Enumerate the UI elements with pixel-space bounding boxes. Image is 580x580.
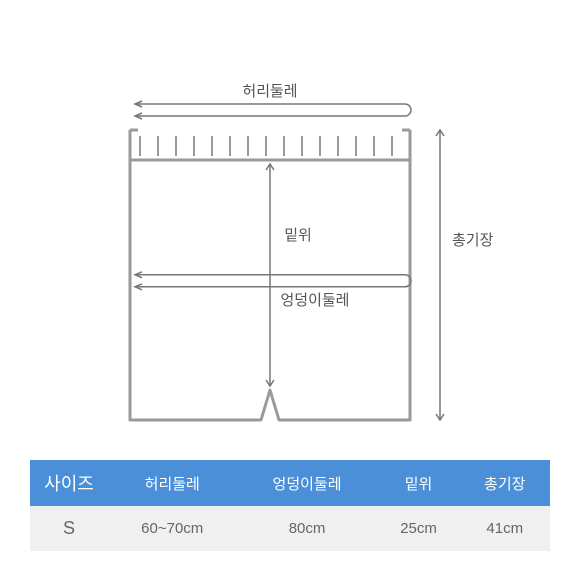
col-waist: 허리둘레 [108, 460, 236, 506]
cell-waist: 60~70cm [108, 506, 236, 551]
size-table: 사이즈 허리둘레 엉덩이둘레 밑위 총기장 S 60~70cm 80cm 25c… [30, 460, 550, 551]
size-diagram: 허리둘레엉덩이둘레 밑위 총기장 [0, 0, 580, 460]
cell-rise: 25cm [378, 506, 460, 551]
col-hip: 엉덩이둘레 [236, 460, 377, 506]
col-size: 사이즈 [30, 460, 108, 506]
col-rise: 밑위 [378, 460, 460, 506]
waist-label: 허리둘레 [242, 83, 297, 100]
table-header-row: 사이즈 허리둘레 엉덩이둘레 밑위 총기장 [30, 460, 550, 506]
cell-length: 41cm [459, 506, 550, 551]
length-label: 총기장 [452, 232, 494, 249]
table-row: S 60~70cm 80cm 25cm 41cm [30, 506, 550, 551]
hip-label: 엉덩이둘레 [280, 292, 349, 309]
diagram-svg: 허리둘레엉덩이둘레 밑위 총기장 [0, 0, 580, 460]
size-table-container: 사이즈 허리둘레 엉덩이둘레 밑위 총기장 S 60~70cm 80cm 25c… [30, 460, 550, 551]
rise-label: 밑위 [284, 227, 312, 244]
cell-hip: 80cm [236, 506, 377, 551]
col-length: 총기장 [459, 460, 550, 506]
cell-size: S [30, 506, 108, 551]
